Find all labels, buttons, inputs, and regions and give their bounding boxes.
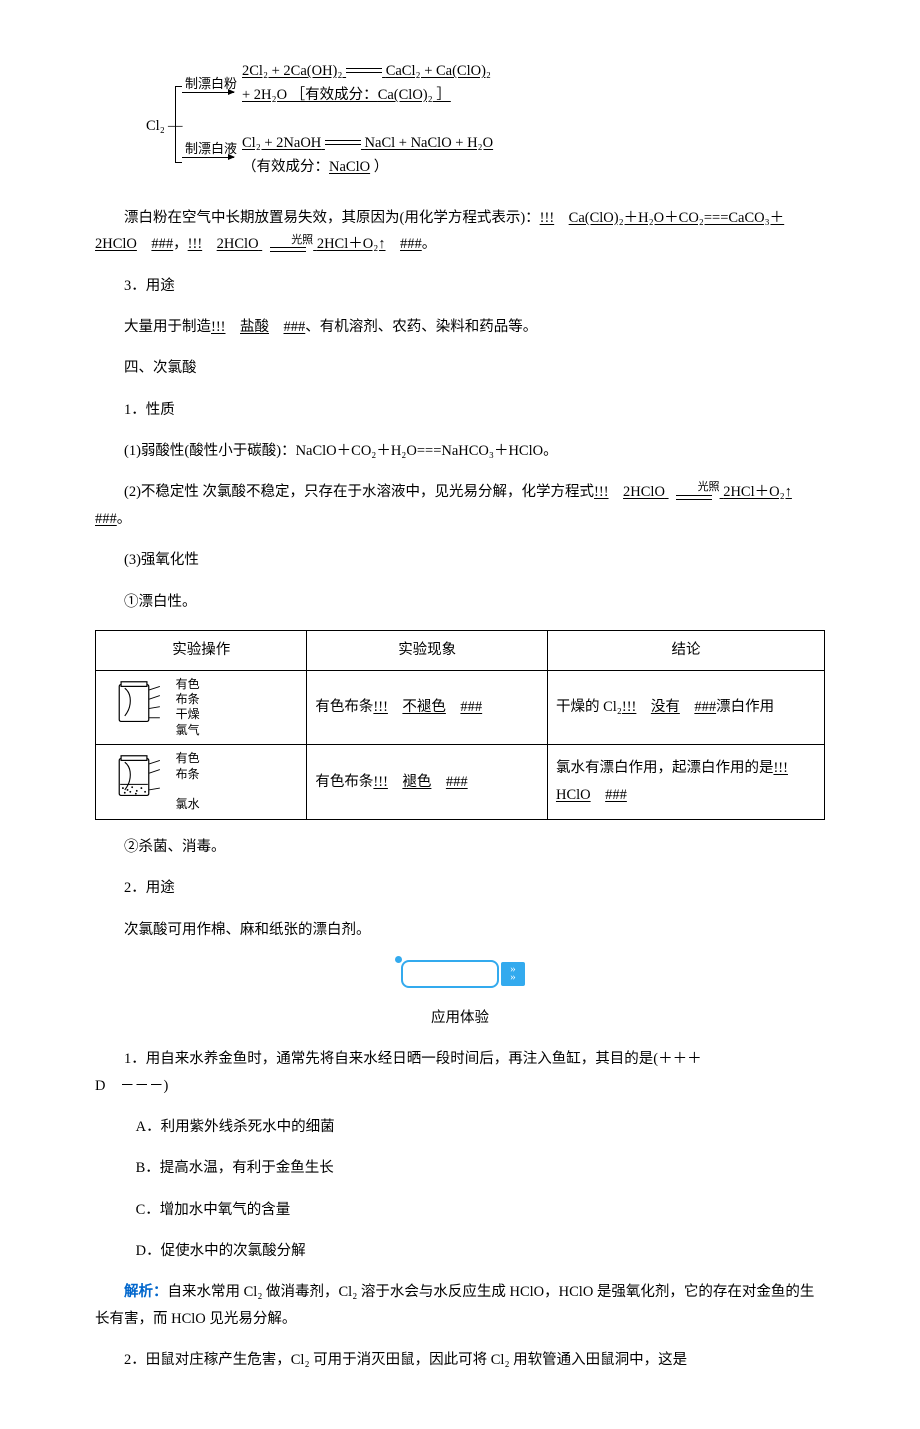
top-eq-lhs: 2Cl₂ + 2Ca(OH)₂	[242, 63, 342, 79]
jar-labels-1: 有色 布条 干燥 氯气	[176, 677, 200, 738]
use-heading: 2．用途	[95, 875, 825, 902]
marker: !!!	[211, 319, 226, 335]
marker: ###	[95, 511, 117, 527]
q1-answer: D	[95, 1078, 105, 1094]
op-cell-2: 有色 布条 氯水	[96, 745, 307, 819]
s3-body: 大量用于制造!!! 盐酸 ###、有机溶剂、农药、染料和药品等。	[95, 314, 825, 341]
marker: !!!	[773, 760, 788, 776]
bot-eq-lhs: Cl₂ + 2NaOH	[242, 135, 321, 151]
light-condition: 光照	[262, 235, 313, 256]
top-eq-rhs: CaCl₂ + Ca(ClO)₂	[386, 63, 491, 79]
p-bleach-invalid: 漂白粉在空气中长期放置易失效，其原因为(用化学方程式表示)：!!! Ca(ClO…	[95, 205, 825, 259]
marker: ###	[605, 787, 627, 803]
th-conc: 结论	[547, 630, 824, 670]
experiment-table: 实验操作 实验现象 结论 有色 布条 干燥 氯气	[95, 630, 825, 820]
fill-conc1: 没有	[651, 699, 680, 715]
section-decor-icon: »»	[395, 958, 525, 990]
bot-eq-component: NaClO	[329, 159, 370, 175]
jar-labels-2: 有色 布条 氯水	[176, 751, 200, 812]
equation-branch-block: Cl₂ — 制漂白粉 制漂白液 2Cl₂ + 2Ca(OH)₂ CaCl₂ + …	[140, 60, 780, 190]
marker: !!!	[188, 236, 203, 252]
marker: ###	[446, 774, 468, 790]
th-phen: 实验现象	[307, 630, 548, 670]
marker: !!!	[594, 484, 609, 500]
phen-cell-1: 有色布条!!! 不褪色 ###	[307, 670, 548, 744]
s3-heading: 3．用途	[95, 273, 825, 300]
bottom-branch-label: 制漂白液	[185, 137, 237, 161]
top-branch-label: 制漂白粉	[185, 72, 237, 96]
eq-sign	[325, 140, 361, 145]
fill-phen1: 不褪色	[402, 699, 446, 715]
prop-heading: 1．性质	[95, 397, 825, 424]
q1-opt-d: D．促使水中的次氯酸分解	[95, 1238, 825, 1265]
marker: !!!	[373, 699, 388, 715]
q1-opt-a: A．利用紫外线杀死水中的细菌	[95, 1114, 825, 1141]
fill-hcl: 盐酸	[240, 319, 269, 335]
q1-explanation: 解析：自来水常用 Cl₂ 做消毒剂，Cl₂ 溶于水会与水反应生成 HClO，HC…	[95, 1279, 825, 1333]
top-eq-component: Ca(ClO)₂	[378, 87, 433, 103]
comma: ，	[173, 236, 188, 252]
sec4-heading: 四、次氯酸	[95, 355, 825, 382]
jar-dry-icon	[104, 679, 168, 737]
eq2-post: 2HCl＋O₂↑	[317, 236, 386, 252]
top-equation: 2Cl₂ + 2Ca(OH)₂ CaCl₂ + Ca(ClO)₂ + 2H₂O …	[242, 60, 491, 108]
cl2-label: Cl₂	[146, 113, 165, 140]
th-op: 实验操作	[96, 630, 307, 670]
prop-3: (3)强氧化性	[95, 547, 825, 574]
jar-aqueous-icon	[104, 753, 168, 811]
bottom-equation: Cl₂ + 2NaOH NaCl + NaClO + H₂O （有效成分：NaC…	[242, 132, 493, 180]
branch-bracket	[175, 86, 182, 163]
marker: ###	[694, 699, 716, 715]
conc-cell-2: 氯水有漂白作用，起漂白作用的是!!! HClO ###	[547, 745, 824, 819]
bot-eq-note-post: ）	[370, 159, 388, 175]
marker: !!!	[622, 699, 637, 715]
phen-cell-2: 有色布条!!! 褪色 ###	[307, 745, 548, 819]
marker: !!!	[540, 210, 555, 226]
bot-eq-note-pre: （有效成分：	[242, 159, 329, 175]
op-cell-1: 有色 布条 干燥 氯气	[96, 670, 307, 744]
prop-2: (2)不稳定性 次氯酸不稳定，只存在于水溶液中，见光易分解，化学方程式!!! 2…	[95, 479, 825, 533]
explain-label: 解析：	[124, 1284, 168, 1300]
p1-intro: 漂白粉在空气中长期放置易失效，其原因为(用化学方程式表示)：	[124, 210, 540, 226]
eq2-pre: 2HClO	[217, 236, 259, 252]
fill-conc2: HClO	[556, 787, 591, 803]
light-condition: 光照	[669, 482, 720, 503]
bleach-bullet: ①漂白性。	[95, 589, 825, 616]
use-body: 次氯酸可用作棉、麻和纸张的漂白剂。	[95, 917, 825, 944]
table-row: 有色 布条 干燥 氯气 有色布条!!! 不褪色 ### 干燥的 Cl₂!!! 没…	[96, 670, 825, 744]
marker: ###	[284, 319, 306, 335]
marker: ###	[400, 236, 422, 252]
table-row: 有色 布条 氯水 有色布条!!! 褪色 ### 氯水有漂白作用，起漂白作用的是!…	[96, 745, 825, 819]
q1-opt-b: B．提高水温，有利于金鱼生长	[95, 1155, 825, 1182]
prop-1: (1)弱酸性(酸性小于碳酸)：NaClO＋CO₂＋H₂O===NaHCO₃＋HC…	[95, 438, 825, 465]
bot-eq-rhs: NaCl + NaClO + H₂O	[365, 135, 494, 151]
q2-stem: 2．田鼠对庄稼产生危害，Cl₂ 可用于消灭田鼠，因此可将 Cl₂ 用软管通入田鼠…	[95, 1347, 825, 1374]
marker: ###	[460, 699, 482, 715]
top-eq-note-pre: + 2H₂O ［有效成分：	[242, 87, 378, 103]
apply-heading: 应用体验	[95, 1005, 825, 1032]
top-eq-note-post: ］	[433, 87, 451, 103]
marker: !!!	[373, 774, 388, 790]
period: 。	[422, 236, 437, 252]
eq-sign	[346, 68, 382, 73]
marker: ###	[151, 236, 173, 252]
q1-stem: 1．用自来水养金鱼时，通常先将自来水经日晒一段时间后，再注入鱼缸，其目的是(＋＋…	[95, 1046, 825, 1100]
fill-phen2: 褪色	[402, 774, 431, 790]
kill-germs: ②杀菌、消毒。	[95, 834, 825, 861]
conc-cell-1: 干燥的 Cl₂!!! 没有 ###漂白作用	[547, 670, 824, 744]
q1-opt-c: C．增加水中氧气的含量	[95, 1197, 825, 1224]
